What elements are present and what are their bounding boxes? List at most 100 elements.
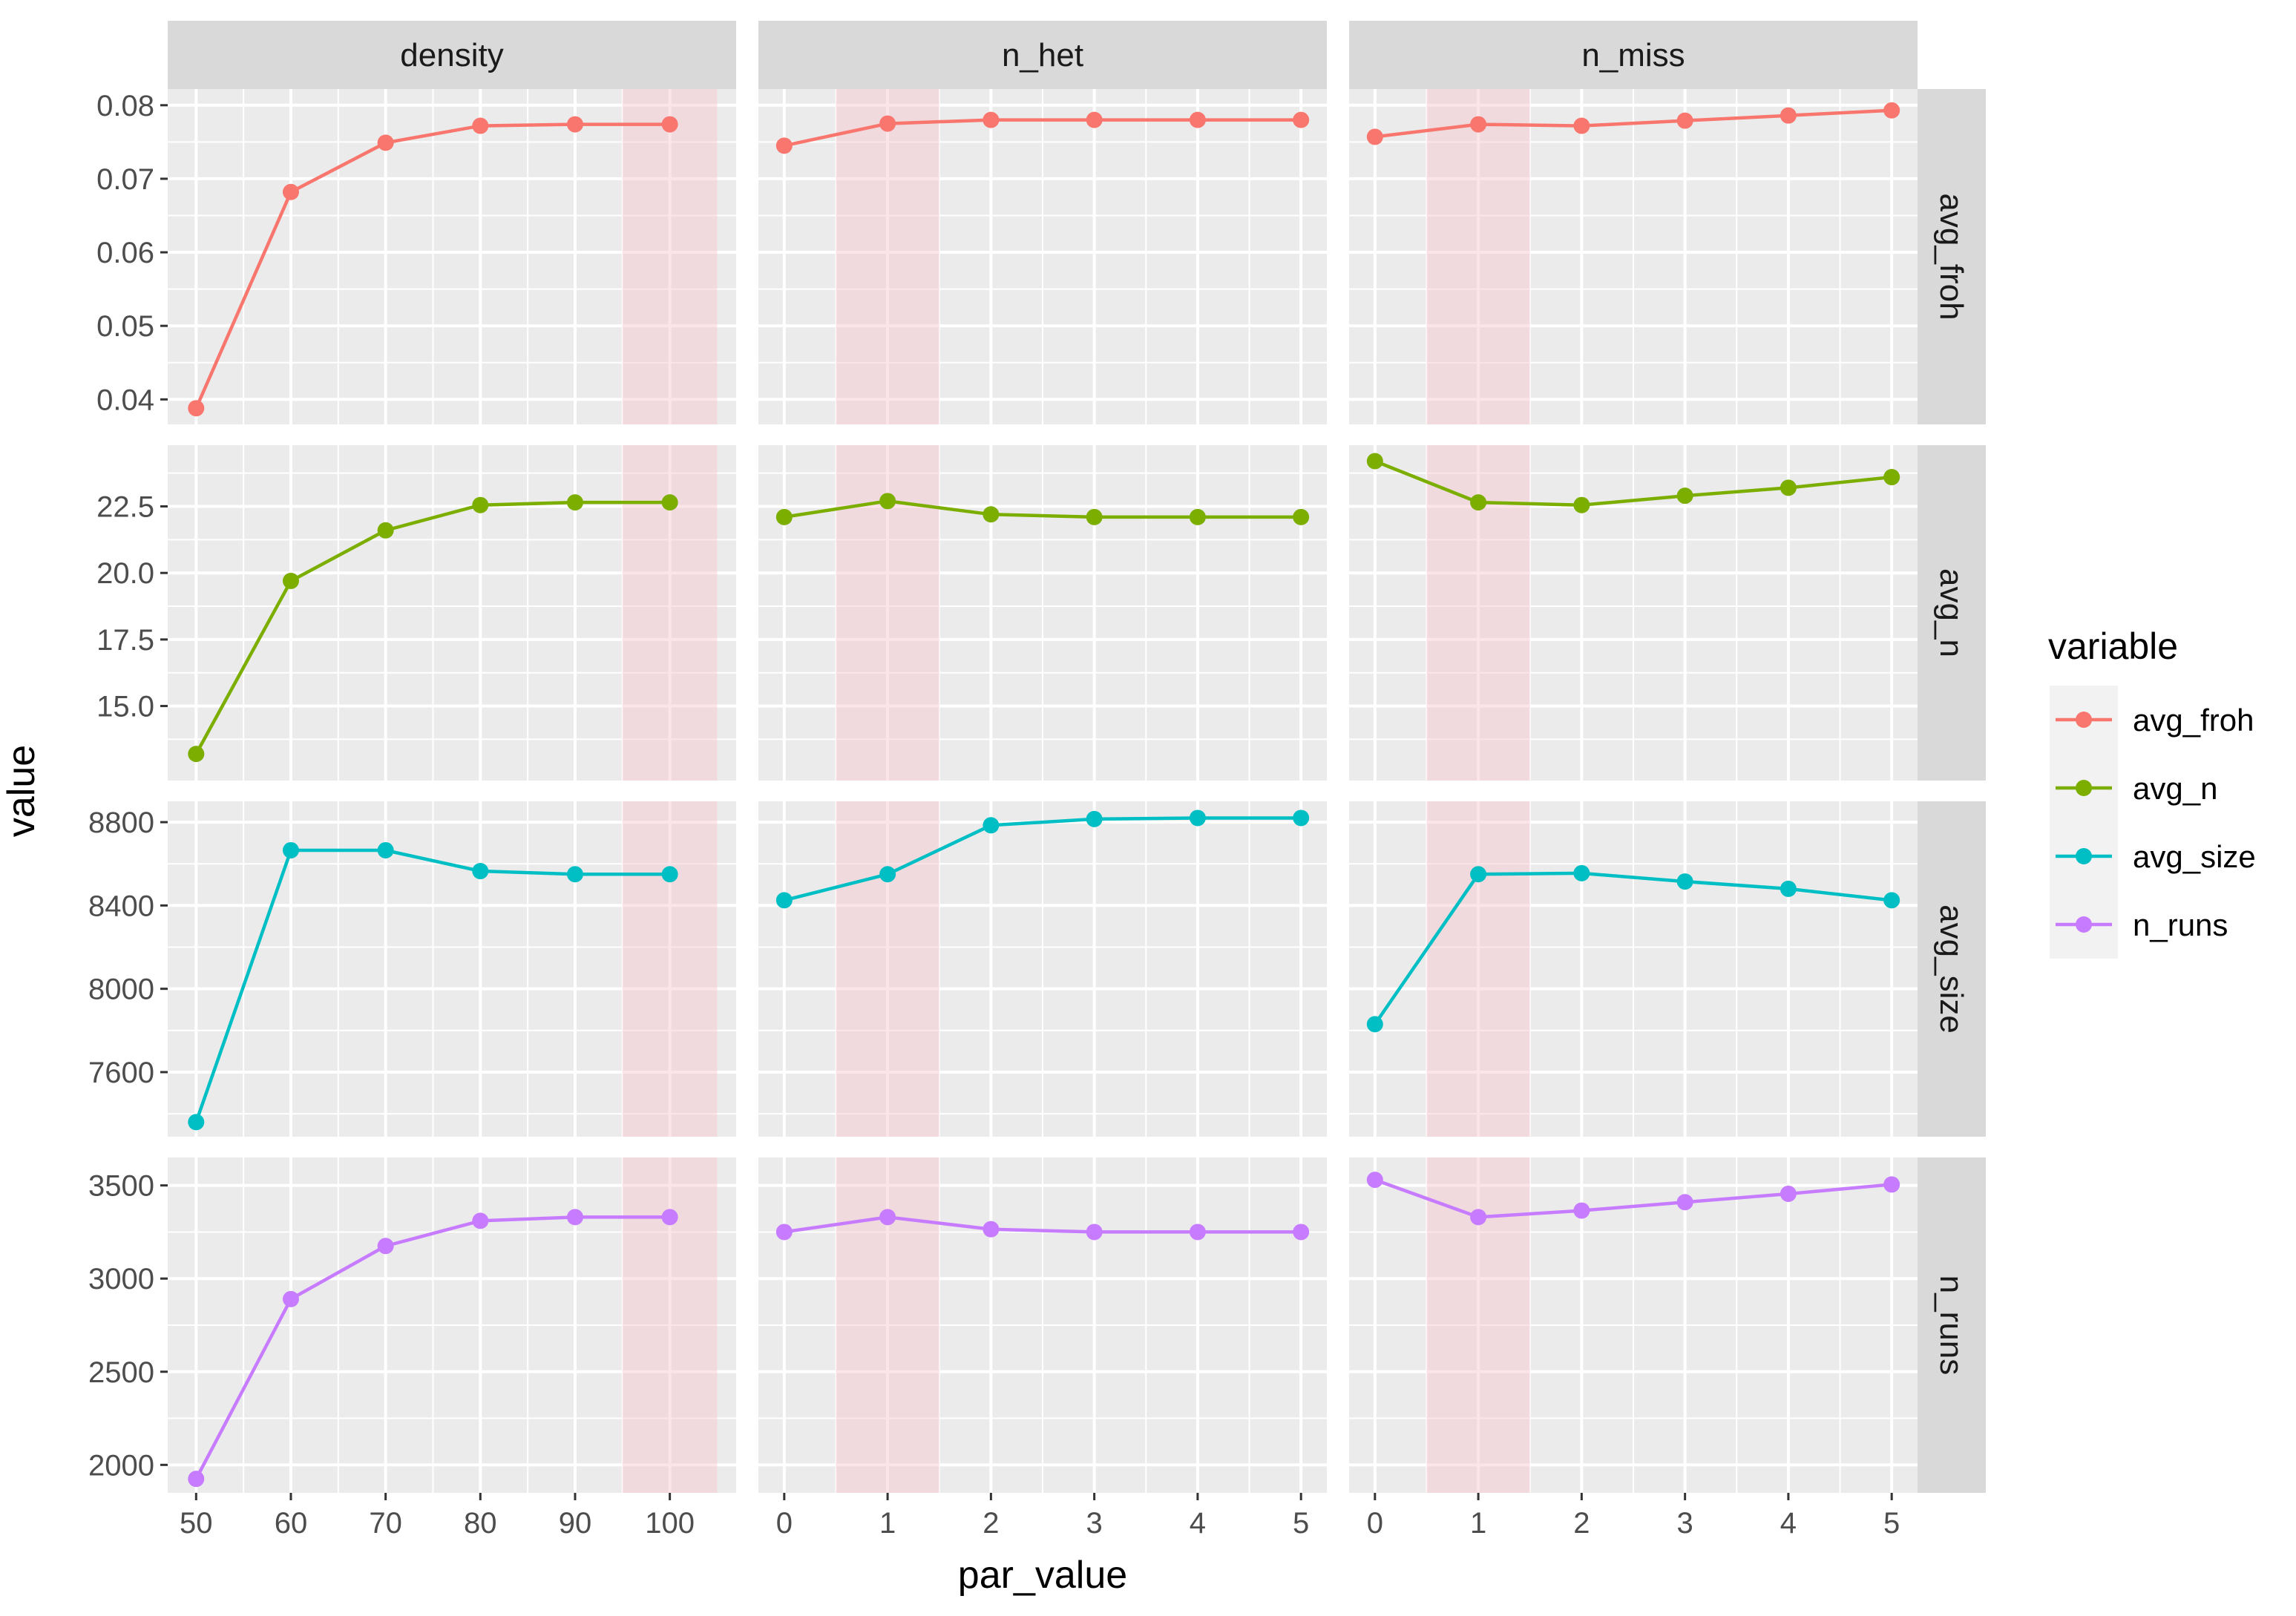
y-tick-label: 8800 — [88, 807, 154, 839]
data-point-avg_n — [188, 746, 205, 763]
legend-entry-label: avg_froh — [2133, 703, 2254, 738]
data-point-avg_size — [188, 1114, 205, 1131]
row-strip-label: avg_n — [1933, 568, 1969, 657]
data-point-avg_size — [377, 841, 394, 858]
highlight-band — [622, 89, 718, 424]
legend: variable avg_froh avg_n avg_size n_runs — [2041, 623, 2278, 979]
highlight-band — [1426, 801, 1530, 1137]
highlight-band — [622, 1157, 718, 1493]
data-point-avg_froh — [1086, 111, 1103, 128]
column-strip-n_miss — [1349, 21, 1918, 89]
y-tick-label: 20.0 — [96, 557, 154, 590]
data-point-avg_size — [1366, 1016, 1383, 1033]
data-point-avg_n — [879, 493, 896, 510]
data-point-avg_n — [1470, 494, 1487, 511]
x-tick-label: 3 — [1677, 1507, 1693, 1540]
x-axis-title: par_value — [958, 1554, 1127, 1597]
data-point-n_runs — [377, 1238, 394, 1255]
data-point-n_runs — [1189, 1224, 1206, 1241]
y-tick-label: 3000 — [88, 1263, 154, 1295]
y-tick-label: 22.5 — [96, 491, 154, 524]
x-tick-label: 2 — [1573, 1507, 1590, 1540]
highlight-band — [1426, 1157, 1530, 1493]
column-strip-label: n_miss — [1581, 37, 1685, 73]
data-point-n_runs — [1676, 1194, 1693, 1211]
column-strip-label: density — [400, 37, 503, 73]
panel-avg_n-n_het — [758, 445, 1327, 781]
data-point-avg_n — [377, 522, 394, 539]
highlight-band — [622, 801, 718, 1137]
data-point-avg_size — [282, 841, 299, 858]
x-tick-label: 60 — [275, 1507, 308, 1540]
data-point-avg_size — [1293, 809, 1310, 827]
panel-n_runs-density — [168, 1157, 736, 1493]
data-point-avg_froh — [188, 400, 205, 417]
data-point-avg_n — [1883, 469, 1900, 486]
legend-key-point — [2076, 848, 2092, 864]
y-tick-label: 0.07 — [96, 163, 154, 196]
data-point-avg_size — [661, 866, 678, 883]
data-point-n_runs — [1573, 1202, 1590, 1219]
legend-key-point — [2076, 780, 2092, 796]
data-point-avg_size — [1573, 864, 1590, 881]
y-tick-label: 0.06 — [96, 237, 154, 269]
data-point-avg_n — [1086, 508, 1103, 525]
data-point-avg_n — [566, 494, 583, 511]
panel-avg_size-n_het — [758, 801, 1327, 1137]
data-point-avg_n — [661, 494, 678, 511]
data-point-avg_froh — [1470, 116, 1487, 133]
x-tick-label: 5 — [1293, 1507, 1309, 1540]
data-point-avg_size — [983, 817, 1000, 834]
panel-avg_n-n_miss — [1349, 445, 1918, 781]
data-point-avg_size — [1470, 866, 1487, 883]
data-point-avg_froh — [983, 111, 1000, 128]
panel-n_runs-n_miss — [1349, 1157, 1918, 1493]
row-strip-label: avg_froh — [1933, 193, 1969, 320]
x-tick-label: 80 — [464, 1507, 497, 1540]
data-point-n_runs — [1780, 1185, 1797, 1202]
x-tick-label: 0 — [776, 1507, 793, 1540]
data-point-avg_froh — [1293, 111, 1310, 128]
data-point-avg_n — [1189, 508, 1206, 525]
series-line-avg_froh — [784, 118, 1302, 148]
data-point-n_runs — [775, 1224, 793, 1241]
panel-avg_froh-n_het — [758, 89, 1327, 424]
data-point-avg_n — [1573, 496, 1590, 513]
data-point-avg_froh — [879, 115, 896, 132]
y-tick-label: 2500 — [88, 1356, 154, 1389]
data-point-avg_froh — [1780, 107, 1797, 124]
data-point-avg_size — [879, 866, 896, 883]
data-point-avg_size — [1189, 809, 1206, 827]
series-line-avg_n — [1374, 459, 1892, 507]
x-tick-label: 3 — [1086, 1507, 1103, 1540]
column-strip-label: n_het — [1002, 37, 1083, 73]
data-point-avg_froh — [377, 134, 394, 151]
y-tick-label: 15.0 — [96, 691, 154, 723]
row-strip-avg_n — [1918, 445, 1986, 781]
data-point-avg_n — [775, 508, 793, 525]
legend-entry-label: n_runs — [2133, 907, 2228, 942]
highlight-band — [836, 1157, 939, 1493]
y-axis-title: value — [0, 745, 43, 837]
series-line-n_runs — [194, 1215, 670, 1480]
data-point-n_runs — [566, 1209, 583, 1226]
series-line-n_runs — [784, 1215, 1302, 1234]
legend-entry-label: avg_size — [2133, 839, 2256, 874]
data-point-n_runs — [1366, 1172, 1383, 1189]
panel-avg_size-density — [168, 801, 736, 1137]
legend-title: variable — [2048, 625, 2178, 667]
data-point-avg_size — [1883, 892, 1900, 909]
x-tick-label: 2 — [983, 1507, 999, 1540]
data-point-avg_froh — [566, 116, 583, 133]
data-point-avg_size — [472, 863, 489, 880]
legend-key-point — [2076, 712, 2092, 728]
row-strip-avg_froh — [1918, 89, 1986, 424]
row-strip-n_runs — [1918, 1157, 1986, 1493]
x-tick-label: 100 — [645, 1507, 695, 1540]
data-point-avg_froh — [1189, 111, 1206, 128]
x-tick-label: 1 — [879, 1507, 896, 1540]
data-point-avg_froh — [1366, 128, 1383, 145]
highlight-band — [836, 89, 939, 424]
x-tick-label: 5 — [1883, 1507, 1900, 1540]
